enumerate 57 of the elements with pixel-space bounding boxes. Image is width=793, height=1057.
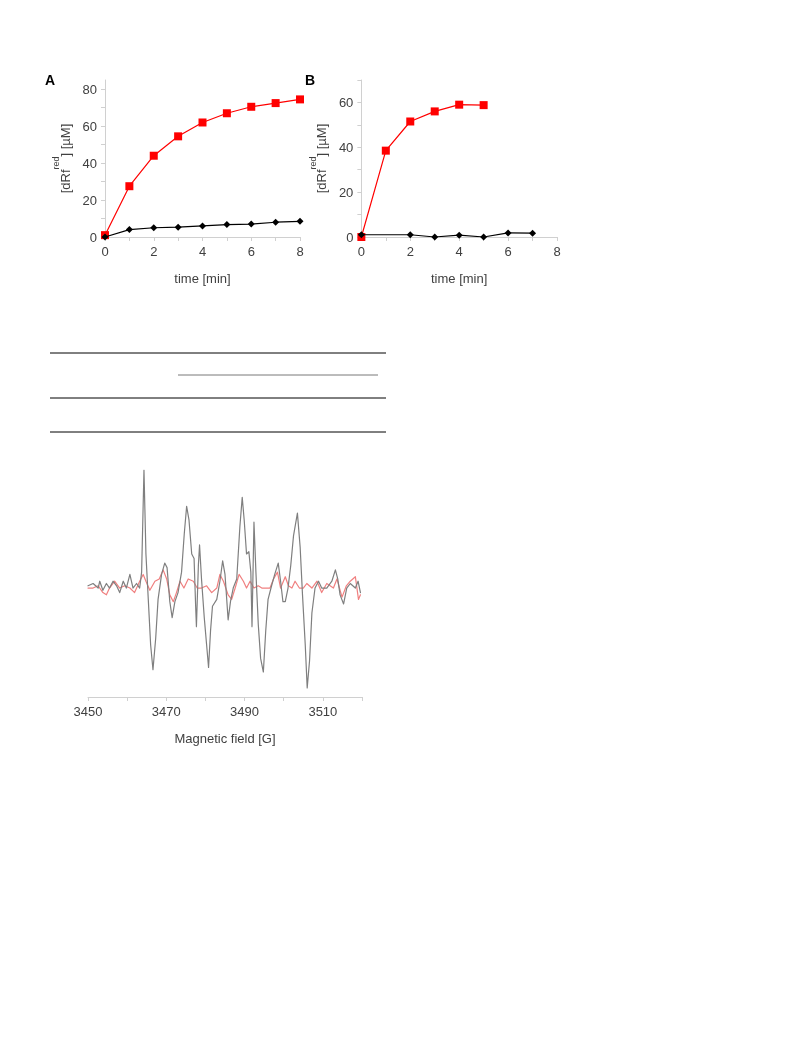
x-tick-label: 3470 (151, 704, 181, 719)
point (271, 99, 280, 108)
point (247, 220, 255, 228)
point (174, 132, 183, 141)
y-tick-label: 0 (346, 229, 354, 245)
point (381, 146, 390, 155)
y-tick-label: 80 (82, 81, 97, 97)
point (199, 222, 206, 230)
x-tick-label: 8 (296, 244, 304, 259)
point (406, 231, 414, 239)
x-tick-label: 6 (504, 244, 512, 259)
point (480, 233, 488, 241)
point (529, 229, 537, 237)
x-axis-title: Magnetic field [G] (174, 731, 276, 746)
y-axis-title: [dRfred] [µM] (51, 123, 73, 194)
y-tick-label: 60 (82, 118, 97, 134)
point (125, 182, 134, 191)
x-tick-label: 6 (247, 244, 255, 259)
y-tick-label: 20 (338, 184, 354, 200)
point (430, 107, 439, 116)
y-tick-label: 40 (338, 139, 354, 155)
point (272, 218, 280, 226)
point (296, 217, 304, 225)
point (431, 233, 439, 241)
point (247, 102, 256, 111)
point (479, 101, 488, 110)
y-tick-label: 20 (82, 192, 97, 208)
x-tick-label: 0 (101, 244, 109, 259)
x-tick-label: 2 (150, 244, 158, 259)
y-axis-title: [dRfred] [µM] (307, 123, 329, 194)
point (296, 95, 304, 104)
x-tick-label: 2 (406, 244, 414, 259)
point (198, 118, 207, 127)
point (223, 221, 231, 229)
chart-title: B (305, 72, 316, 88)
x-tick-label: 4 (198, 244, 207, 259)
point (149, 151, 158, 160)
x-tick-label: 3510 (308, 704, 338, 719)
x-axis-title: time [min] (174, 271, 231, 286)
x-tick-label: 0 (357, 244, 365, 259)
y-tick-label: 60 (338, 94, 354, 110)
x-tick-label: 8 (553, 244, 561, 259)
point (174, 223, 182, 231)
x-tick-label: 3490 (230, 704, 260, 719)
point (455, 231, 463, 239)
point (222, 109, 231, 118)
point (406, 117, 415, 126)
point (125, 226, 133, 234)
chart-title: A (45, 72, 56, 88)
point (455, 100, 464, 109)
x-axis-title: time [min] (431, 271, 488, 286)
point (504, 229, 512, 237)
x-tick-label: 4 (455, 244, 463, 259)
point (150, 224, 158, 232)
x-tick-label: 3450 (73, 704, 103, 719)
y-tick-label: 0 (89, 229, 97, 245)
y-tick-label: 40 (82, 155, 97, 171)
